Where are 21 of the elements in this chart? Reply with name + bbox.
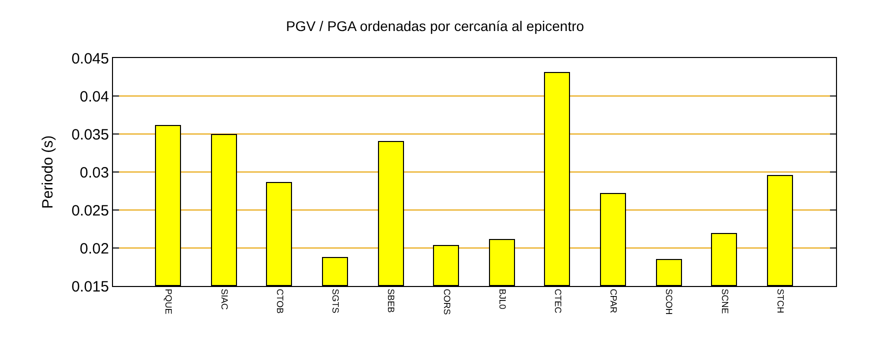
- y-tick-label: 0.04: [80, 88, 109, 106]
- x-tick-label: SIAC: [219, 288, 230, 310]
- y-tick-label: 0.035: [71, 126, 109, 144]
- y-tick-label: 0.02: [80, 240, 109, 258]
- chart-title: PGV / PGA ordenadas por cercanía al epicentro: [286, 18, 584, 34]
- x-tick-label: SCOH: [664, 288, 674, 315]
- x-tick-label: CTOB: [274, 288, 285, 314]
- y-tick-label: 0.03: [80, 164, 109, 182]
- x-tick-label: BJL0: [497, 288, 508, 310]
- x-tick-label: CORS: [442, 288, 452, 315]
- x-tick-label: STCH: [775, 288, 786, 314]
- y-axis-title: Periodo (s): [40, 135, 57, 209]
- y-tick-label: 0.015: [71, 278, 109, 296]
- y-tick-label: 0.045: [71, 50, 109, 68]
- y-tick-label: 0.025: [71, 202, 109, 220]
- x-tick-label: CPAR: [608, 288, 619, 314]
- x-tick-label: PQUE: [164, 288, 174, 314]
- x-tick-label: SBEB: [386, 288, 396, 313]
- x-tick-label: SCNE: [720, 288, 730, 314]
- x-tick-label: CTEC: [552, 288, 563, 314]
- x-tick-label: SGTS: [330, 288, 341, 314]
